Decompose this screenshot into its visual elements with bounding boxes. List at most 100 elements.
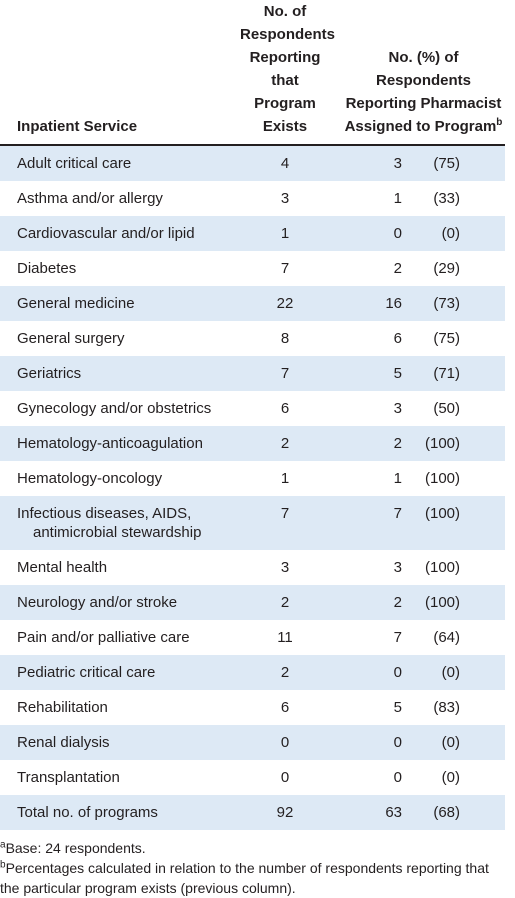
assigned-percent-cell: (0) — [402, 216, 506, 251]
assigned-count-cell: 0 — [330, 725, 402, 760]
exists-cell: 22 — [240, 286, 330, 321]
footnote: bPercentages calculated in relation to t… — [0, 858, 505, 898]
exists-cell: 2 — [240, 585, 330, 620]
exists-cell: 2 — [240, 426, 330, 461]
assigned-count-cell: 7 — [330, 496, 402, 550]
exists-cell: 3 — [280, 559, 290, 576]
assigned-percent-cell: (64) — [433, 629, 461, 646]
table-row: Adult critical care 4 3 (75) — [0, 145, 506, 181]
service-cell: Cardiovascular and/or lipid — [0, 216, 240, 251]
exists-cell: 7 — [240, 356, 330, 391]
assigned-count-cell: 3 — [393, 400, 402, 417]
exists-cell: 7 — [240, 496, 330, 550]
exists-cell: 0 — [280, 769, 290, 786]
column-header: No. (%) of Respondents Reporting Pharmac… — [330, 0, 505, 145]
exists-cell: 92 — [240, 795, 330, 830]
table-row: Mental health 3 3 (100) — [0, 550, 505, 585]
service-cell: General medicine — [0, 286, 240, 321]
program-table: Inpatient Service No. of Respondents Rep… — [0, 0, 506, 830]
service-cell: Total no. of programs — [0, 795, 240, 830]
service-cell: Asthma and/or allergy — [17, 190, 163, 207]
assigned-count-cell: 5 — [330, 356, 402, 391]
assigned-count-cell: 63 — [330, 795, 402, 830]
table-row: Total no. of programs 92 63 (68) — [0, 795, 506, 830]
table-row: Diabetes 7 2 (29) — [0, 251, 505, 286]
assigned-percent-cell: (75) — [402, 145, 506, 181]
table-row: Geriatrics 7 5 (71) — [0, 356, 506, 391]
exists-cell: 6 — [280, 400, 290, 417]
exists-cell: 7 — [280, 260, 290, 277]
assigned-percent-cell: (68) — [402, 795, 506, 830]
footnote-mark: b — [496, 117, 503, 128]
service-cell: Infectious diseases, AIDS, antimicrobial… — [0, 496, 240, 550]
assigned-count-cell: 2 — [393, 260, 402, 277]
footnote-mark: b — [0, 859, 6, 871]
exists-cell: 0 — [240, 725, 330, 760]
column-header: No. of Respondents Reporting that Progra… — [240, 3, 336, 135]
footnotes: aBase: 24 respondents. bPercentages calcu… — [0, 830, 505, 898]
assigned-count-cell: 5 — [393, 699, 402, 716]
service-cell: Pain and/or palliative care — [17, 629, 190, 646]
assigned-count-cell: 1 — [393, 190, 402, 207]
assigned-count-cell: 3 — [330, 145, 402, 181]
exists-cell: 1 — [280, 470, 290, 487]
assigned-percent-cell: (73) — [402, 286, 506, 321]
header-row: Inpatient Service No. of Respondents Rep… — [0, 0, 506, 145]
table-row: Neurology and/or stroke 2 2 (100) — [0, 585, 506, 620]
exists-cell: 4 — [240, 145, 330, 181]
exists-cell: 2 — [240, 655, 330, 690]
assigned-count-cell: 1 — [393, 470, 402, 487]
footnote: aBase: 24 respondents. — [0, 838, 505, 858]
column-header-text: No. (%) of Respondents Reporting Pharmac… — [344, 49, 502, 135]
assigned-count-cell: 0 — [393, 769, 402, 786]
service-cell: Gynecology and/or obstetrics — [17, 400, 212, 417]
footnote-text: Percentages calculated in relation to th… — [0, 860, 489, 896]
assigned-count-cell: 3 — [393, 559, 402, 576]
exists-cell: 8 — [280, 330, 290, 347]
assigned-percent-cell: (29) — [433, 260, 461, 277]
table-row: Hematology-oncology 1 1 (100) — [0, 461, 505, 496]
assigned-percent-cell: (83) — [433, 699, 461, 716]
assigned-percent-cell: (100) — [402, 496, 506, 550]
service-cell: Mental health — [17, 559, 108, 576]
service-cell: General surgery — [17, 330, 125, 347]
assigned-percent-cell: (100) — [402, 585, 506, 620]
service-cell: Diabetes — [17, 260, 77, 277]
service-cell: Hematology-anticoagulation — [0, 426, 240, 461]
table-row: Gynecology and/or obstetrics 6 3 (50) — [0, 391, 505, 426]
assigned-count-cell: 2 — [330, 426, 402, 461]
assigned-count-cell: 7 — [393, 629, 402, 646]
assigned-percent-cell: (75) — [433, 330, 461, 347]
assigned-percent-cell: (100) — [402, 426, 506, 461]
assigned-percent-cell: (33) — [433, 190, 461, 207]
footnote-mark: a — [0, 839, 6, 851]
exists-cell: 11 — [277, 629, 293, 646]
assigned-percent-cell: (100) — [424, 470, 461, 487]
assigned-count-cell: 16 — [330, 286, 402, 321]
exists-cell: 1 — [240, 216, 330, 251]
table-row: Pediatric critical care 2 0 (0) — [0, 655, 506, 690]
table-row: General medicine 22 16 (73) — [0, 286, 506, 321]
assigned-percent-cell: (0) — [402, 655, 506, 690]
assigned-percent-cell: (0) — [402, 725, 506, 760]
service-cell: Renal dialysis — [0, 725, 240, 760]
assigned-percent-cell: (50) — [433, 400, 461, 417]
footnote-text: Base: 24 respondents. — [5, 840, 146, 856]
column-header: Inpatient Service — [17, 118, 138, 135]
assigned-count-cell: 6 — [393, 330, 402, 347]
table-row: General surgery 8 6 (75) — [0, 321, 505, 356]
service-cell: Geriatrics — [0, 356, 240, 391]
service-cell: Pediatric critical care — [0, 655, 240, 690]
assigned-count-cell: 0 — [330, 216, 402, 251]
service-cell: Neurology and/or stroke — [0, 585, 240, 620]
table-row: Renal dialysis 0 0 (0) — [0, 725, 506, 760]
assigned-count-cell: 0 — [330, 655, 402, 690]
table-row: Cardiovascular and/or lipid 1 0 (0) — [0, 216, 506, 251]
assigned-percent-cell: (71) — [402, 356, 506, 391]
table-row: Hematology-anticoagulation 2 2 (100) — [0, 426, 506, 461]
assigned-count-cell: 2 — [330, 585, 402, 620]
table-row: Transplantation 0 0 (0) — [0, 760, 505, 795]
service-cell: Rehabilitation — [17, 699, 108, 716]
service-cell: Adult critical care — [0, 145, 240, 181]
